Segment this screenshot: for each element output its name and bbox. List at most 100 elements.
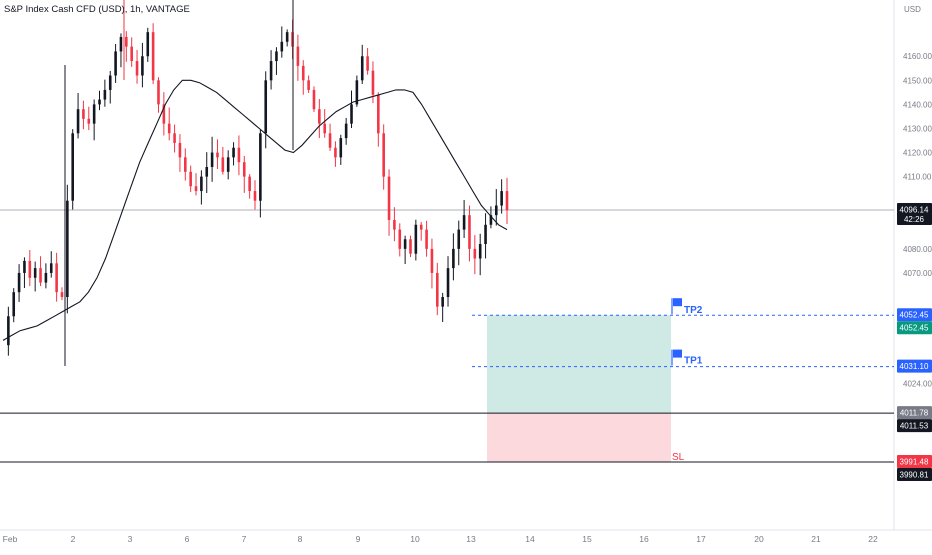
price-label-bg <box>897 419 932 433</box>
candle-body <box>419 224 423 230</box>
candle-body <box>323 123 327 134</box>
candle-body <box>108 75 112 90</box>
flag-icon <box>673 349 682 358</box>
price-label-bg <box>897 468 932 481</box>
candle-body <box>269 61 273 81</box>
candle-body <box>141 56 144 76</box>
tp1-flag <box>671 349 682 366</box>
candle-body <box>17 272 21 293</box>
symbol-name[interactable]: S&P Index Cash CFD (USD) <box>4 4 125 15</box>
price-label-bg <box>897 455 932 468</box>
currency-label: USD <box>904 5 921 14</box>
candle-body <box>307 80 310 90</box>
candle-body <box>33 268 37 278</box>
candle-body <box>382 133 385 177</box>
candle-body <box>151 32 155 81</box>
candle-body <box>478 244 482 259</box>
candle-body <box>183 157 187 172</box>
time-tick-label: 2 <box>71 534 76 544</box>
candle-body <box>296 46 300 66</box>
candle-body <box>49 263 53 273</box>
time-tick-label: 15 <box>582 534 592 544</box>
candle-body <box>226 157 230 172</box>
time-tick-label: Feb <box>3 534 18 544</box>
price-label-bg <box>897 321 932 335</box>
price-label-tag: 4052.45 <box>897 308 932 322</box>
flag-icon <box>673 298 682 307</box>
candle-body <box>103 89 107 100</box>
candle-body <box>366 56 369 71</box>
time-tick-label: 17 <box>696 534 706 544</box>
candle-body <box>66 200 69 298</box>
time-tick-label: 6 <box>185 534 190 544</box>
tp1-label: TP1 <box>684 356 703 367</box>
candle-body <box>242 162 246 177</box>
candle-body <box>360 56 364 81</box>
candle-body <box>414 224 418 254</box>
candle-body <box>430 248 434 273</box>
price-label-text: 3990.81 <box>900 471 929 480</box>
price-label-tag: 4052.45 <box>897 321 932 335</box>
sl-label: SL <box>672 452 685 463</box>
exchange-label: VANTAGE <box>145 4 190 15</box>
candle-body <box>71 133 75 201</box>
interval-label[interactable]: 1h <box>130 4 141 15</box>
header-separator: , <box>124 4 131 15</box>
candle-body <box>205 166 209 177</box>
candle-body <box>344 123 348 139</box>
profit-zone <box>487 315 671 414</box>
candle-body <box>398 229 402 249</box>
time-tick-label: 10 <box>410 534 420 544</box>
price-tick-label: 4140.00 <box>903 100 932 109</box>
price-label-bg <box>897 308 932 322</box>
loss-zone <box>487 413 671 462</box>
candle-body <box>441 297 444 307</box>
candle-body <box>39 268 42 283</box>
candle-body <box>173 133 176 143</box>
candle-body <box>60 292 64 298</box>
candle-body <box>452 248 455 269</box>
time-tick-label: 20 <box>754 534 764 544</box>
candle-body <box>285 32 289 42</box>
price-label-bg <box>897 359 932 373</box>
candle-body <box>98 99 101 105</box>
candle-body <box>275 51 278 62</box>
candle-body <box>28 260 32 278</box>
candle-body <box>500 191 503 206</box>
time-tick-label: 8 <box>298 534 303 544</box>
candle-body <box>189 171 192 187</box>
tp2-label: TP2 <box>684 305 703 316</box>
candle-body <box>135 61 139 76</box>
price-label-text: 4031.10 <box>900 362 929 371</box>
candle-body <box>334 147 337 158</box>
candle-body <box>393 219 396 230</box>
time-tick-label: 14 <box>525 534 535 544</box>
candle-body <box>462 215 466 230</box>
tp2-flag <box>671 298 682 315</box>
time-tick-label: 7 <box>242 534 247 544</box>
price-label-tag: 4011.78 <box>897 406 932 420</box>
candle-body <box>328 133 332 148</box>
time-tick-label: 13 <box>466 534 476 544</box>
candle-body <box>387 176 391 220</box>
candle-body <box>119 36 123 52</box>
price-tick-label: 4070.00 <box>903 269 932 278</box>
price-label-tag: 3991.48 <box>897 455 932 468</box>
candle-body <box>371 70 375 95</box>
price-label-tag: 4031.10 <box>897 359 932 373</box>
candle-body <box>280 41 284 52</box>
candle-body <box>312 89 316 110</box>
candle-body <box>55 263 58 293</box>
price-label-text: 4096.14 <box>900 206 929 215</box>
price-tick-label: 4024.00 <box>903 380 932 389</box>
candle-body <box>114 51 117 76</box>
candle-body <box>259 133 262 201</box>
candle-body <box>425 229 428 249</box>
candle-body <box>339 138 343 158</box>
candle-body <box>355 80 359 105</box>
candle-body <box>12 292 16 317</box>
price-label-text: 4011.78 <box>900 409 929 418</box>
